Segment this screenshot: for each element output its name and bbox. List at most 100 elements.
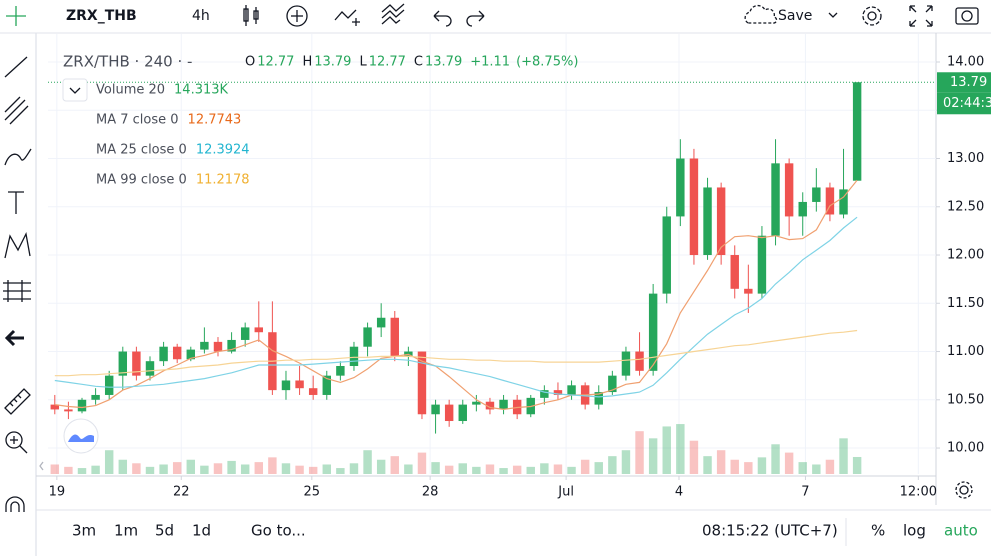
candle-body (431, 404, 440, 415)
prediction-tool[interactable] (3, 280, 31, 302)
goto-button[interactable]: Go to... (251, 522, 306, 540)
save-menu[interactable] (828, 12, 838, 18)
ma-line (54, 216, 858, 398)
scale-option[interactable]: % (871, 522, 885, 540)
brush-tool[interactable] (4, 148, 32, 166)
volume-bar (404, 464, 413, 474)
indicator-value: 12.7743 (188, 113, 242, 128)
candle-body (118, 351, 128, 376)
candle-body (50, 404, 60, 410)
volume-bar (104, 450, 114, 474)
volume-bar (784, 452, 794, 474)
ohlc-letter: L (359, 55, 367, 70)
candle-body (635, 351, 644, 371)
volume-bar (839, 438, 848, 474)
volume-bar (499, 468, 508, 474)
candle-body (349, 346, 359, 367)
zoom-tool[interactable] (5, 431, 28, 454)
countdown: 02:44:3 (943, 96, 991, 111)
candle-body (784, 163, 794, 217)
candle-body (730, 255, 739, 289)
candle-body (553, 390, 563, 395)
volume-bar (227, 460, 236, 474)
volume-bar (308, 466, 318, 474)
text-tool[interactable] (8, 191, 24, 214)
volume-bar (390, 456, 399, 474)
change: +1.11 (470, 55, 510, 70)
scale-option[interactable]: log (903, 522, 926, 540)
top-toolbar: ZRX_THB 4h Save (0, 3, 991, 34)
ohlc-value: 13.79 (314, 55, 351, 70)
volume-bar (186, 459, 196, 474)
candle-body (145, 361, 155, 376)
scale-option[interactable]: auto (944, 522, 978, 540)
candle-body (376, 317, 386, 328)
candle-body (852, 82, 862, 181)
compare-icon[interactable] (286, 5, 308, 27)
range-button[interactable]: 1m (114, 522, 138, 540)
pattern-tool[interactable] (4, 231, 31, 259)
y-tick-label: 11.00 (947, 344, 984, 359)
countdown-box (937, 92, 991, 115)
symbol[interactable]: ZRX_THB (66, 8, 137, 24)
candle-body (213, 341, 223, 352)
candle-body (744, 288, 753, 294)
volume-bar (812, 464, 821, 474)
volume-bar (526, 466, 535, 474)
volume-bar (608, 456, 617, 474)
range-button[interactable]: 3m (72, 522, 96, 540)
volume-bar (662, 426, 671, 474)
ohlc-letter: O (245, 55, 255, 70)
ohlc-letter: C (414, 55, 423, 70)
volume-bar (159, 464, 168, 474)
templates-icon[interactable] (381, 3, 405, 25)
magnet-tool[interactable] (5, 496, 25, 512)
redo-icon[interactable] (466, 10, 485, 27)
range-button[interactable]: 5d (155, 522, 174, 540)
hide-toolbar[interactable] (39, 461, 44, 471)
fullscreen-icon[interactable] (909, 5, 933, 27)
volume-bar (322, 464, 331, 474)
x-tick-label: 4 (675, 485, 683, 500)
ma-line (54, 179, 858, 411)
candle-body (281, 380, 291, 391)
cloud-icon[interactable] (744, 4, 778, 24)
axis-settings[interactable] (955, 481, 973, 499)
plot (48, 34, 936, 474)
chart-type-icon[interactable] (243, 5, 259, 26)
indicators-icon[interactable] (334, 9, 360, 26)
crosshair-icon[interactable] (6, 6, 26, 26)
bottom-bar: Go to... 08:15:22 (UTC+7) 3m 1m 5d 1d% log au… (72, 518, 978, 546)
settings-icon[interactable] (862, 6, 882, 26)
candle-body (798, 201, 807, 217)
interval[interactable]: 4h (192, 8, 210, 24)
volume-bar (200, 465, 209, 474)
legend-toggle[interactable] (62, 78, 88, 102)
volume-bar (540, 463, 549, 474)
volume-bar (458, 463, 467, 474)
last-price-label: 13.79 (950, 75, 987, 90)
trend-line-tool[interactable] (4, 56, 28, 78)
indicator-name: Volume 20 (96, 83, 165, 98)
fib-tool[interactable] (4, 96, 29, 125)
measure-tool[interactable] (4, 388, 31, 415)
volume-bar (485, 464, 495, 474)
logo-badge (63, 418, 99, 454)
collapse-tool[interactable] (4, 329, 24, 347)
candle-body (648, 293, 658, 371)
y-tick-label: 14.00 (947, 55, 984, 70)
clock: 08:15:22 (UTC+7) (702, 522, 838, 540)
volume-bar (472, 466, 481, 474)
snapshot-icon[interactable] (955, 7, 979, 25)
range-button[interactable]: 1d (192, 522, 211, 540)
candle-body (458, 404, 467, 422)
save-button[interactable]: Save (778, 8, 812, 24)
chevron (69, 87, 81, 94)
volume-bar (295, 465, 304, 474)
x-tick-label: 19 (49, 485, 66, 500)
volume-bar (64, 466, 73, 474)
undo-icon[interactable] (433, 10, 452, 27)
candle-body (499, 399, 508, 410)
volume-bar (213, 463, 223, 474)
volume-bar (240, 464, 250, 474)
